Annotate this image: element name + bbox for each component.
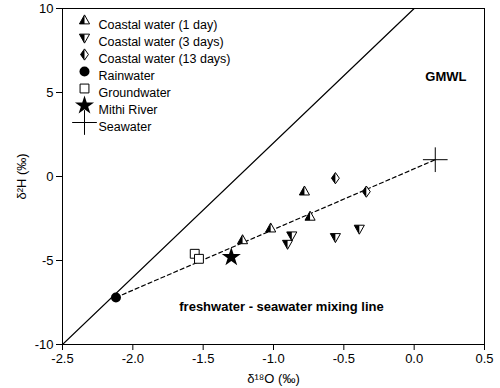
svg-text:Groundwater: Groundwater: [99, 86, 171, 100]
svg-text:-10: -10: [35, 337, 54, 352]
svg-text:δ²H (‰): δ²H (‰): [14, 153, 29, 199]
svg-text:10: 10: [39, 1, 53, 16]
svg-text:-2.5: -2.5: [51, 351, 73, 366]
svg-text:Seawater: Seawater: [99, 120, 152, 134]
svg-text:Coastal water (3 days): Coastal water (3 days): [99, 35, 224, 49]
svg-text:0.5: 0.5: [475, 351, 493, 366]
svg-text:GMWL: GMWL: [425, 69, 466, 84]
svg-text:-5: -5: [42, 253, 54, 268]
svg-text:5: 5: [46, 85, 53, 100]
svg-text:Mithi River: Mithi River: [99, 103, 158, 117]
svg-text:δ¹⁸O (‰): δ¹⁸O (‰): [247, 371, 299, 386]
svg-text:-1.0: -1.0: [262, 351, 284, 366]
svg-text:freshwater - seawater mixing l: freshwater - seawater mixing line: [179, 299, 383, 314]
svg-text:-1.5: -1.5: [192, 351, 214, 366]
svg-text:Rainwater: Rainwater: [99, 69, 155, 83]
svg-text:Coastal water (1 day): Coastal water (1 day): [99, 18, 218, 32]
svg-text:-0.5: -0.5: [333, 351, 355, 366]
svg-text:Coastal water (13 days): Coastal water (13 days): [99, 52, 231, 66]
svg-text:0.0: 0.0: [405, 351, 423, 366]
svg-text:-2.0: -2.0: [122, 351, 144, 366]
svg-text:0: 0: [46, 169, 53, 184]
